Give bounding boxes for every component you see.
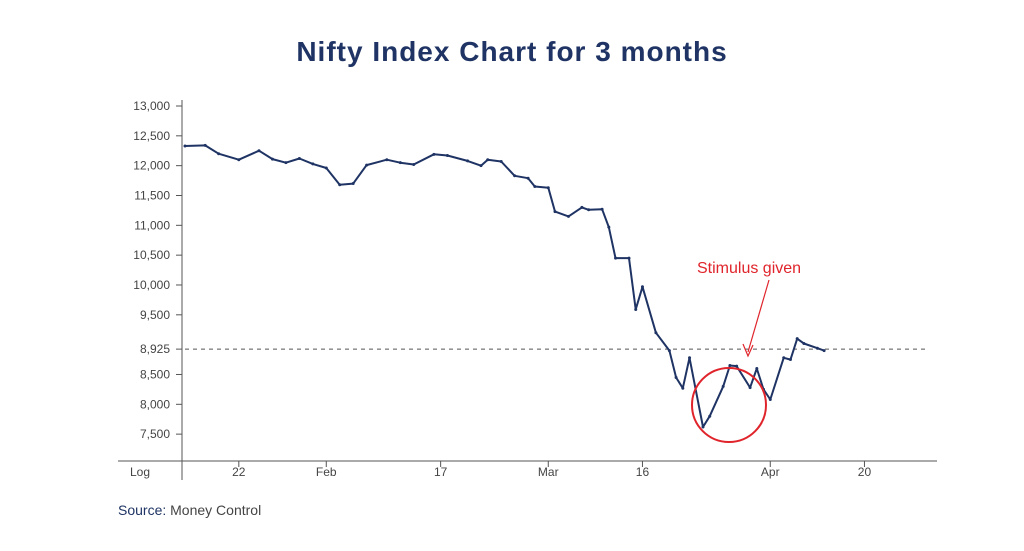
x-tick-label: 17 [434,465,448,479]
data-point [479,164,483,168]
data-point [768,398,772,402]
data-point [466,159,470,163]
data-point [533,185,537,189]
x-tick-label: 16 [636,465,650,479]
data-point [815,346,819,350]
x-tick-label: 20 [858,465,872,479]
data-point [311,162,315,166]
data-point [365,163,369,167]
data-point [257,149,261,153]
data-point [667,349,671,353]
data-point [351,182,355,186]
data-point [237,158,241,162]
y-tick-label: 10,500 [133,248,170,262]
x-tick-label: 22 [232,465,246,479]
data-point [788,358,792,362]
annotation-text: Stimulus given [697,260,801,277]
data-point [587,208,591,212]
annotation-arrow-shaft [747,279,770,353]
data-point [499,159,503,163]
data-point [755,367,759,371]
data-point [297,157,301,161]
data-point [802,341,806,345]
y-tick-label: 11,500 [134,188,170,202]
data-point [721,384,725,388]
y-tick-label: 8,925 [140,342,170,356]
data-point [412,162,416,166]
y-tick-label: 7,500 [140,427,170,441]
y-tick-label: 8,500 [140,367,170,381]
annotation-arrow-head [742,343,754,358]
y-tick-label: 9,500 [140,308,170,322]
data-point [607,225,611,229]
y-tick-label: 10,000 [133,278,170,292]
data-point [735,364,739,368]
data-point [822,349,826,353]
data-point [708,414,712,418]
series-line [184,144,825,428]
highlight-circle [691,367,767,443]
source-note: Source: Money Control [118,502,261,518]
data-point [640,285,644,289]
source-value: Money Control [170,502,262,518]
data-point [614,256,618,260]
data-point [217,152,221,156]
data-point [526,176,530,180]
data-point [566,214,570,218]
data-point [398,161,402,165]
y-tick-label: 12,000 [133,159,170,173]
data-point [385,158,389,162]
y-tick-label: 8,000 [140,397,170,411]
chart-title: Nifty Index Chart for 3 months [296,36,728,67]
y-tick-label: 11,000 [134,218,170,232]
x-tick-label: Mar [538,465,559,479]
data-point [203,143,207,147]
data-point [445,154,449,158]
data-point [748,386,752,390]
data-point [782,356,786,360]
data-point [432,152,436,156]
data-point [654,331,658,335]
y-tick-label: 12,500 [133,129,170,143]
data-point [546,186,550,190]
data-point [284,161,288,165]
data-point [553,210,557,214]
data-point [634,307,638,311]
data-point [674,375,678,379]
data-point [324,166,328,170]
x-tick-label: Feb [316,465,337,479]
data-point [688,356,692,360]
y-tick-label: 13,000 [133,99,170,113]
data-point [486,158,490,162]
data-point [795,337,799,341]
data-point [728,364,732,368]
x-tick-label: Apr [761,465,780,479]
data-point [338,183,342,187]
data-point [627,256,631,260]
data-point [681,386,685,390]
data-point [183,144,187,148]
data-point [600,207,604,211]
data-point [701,425,705,429]
data-point [270,157,274,161]
scale-label: Log [130,465,150,479]
source-label: Source: [118,502,167,518]
data-point [580,205,584,209]
data-point [513,174,517,178]
